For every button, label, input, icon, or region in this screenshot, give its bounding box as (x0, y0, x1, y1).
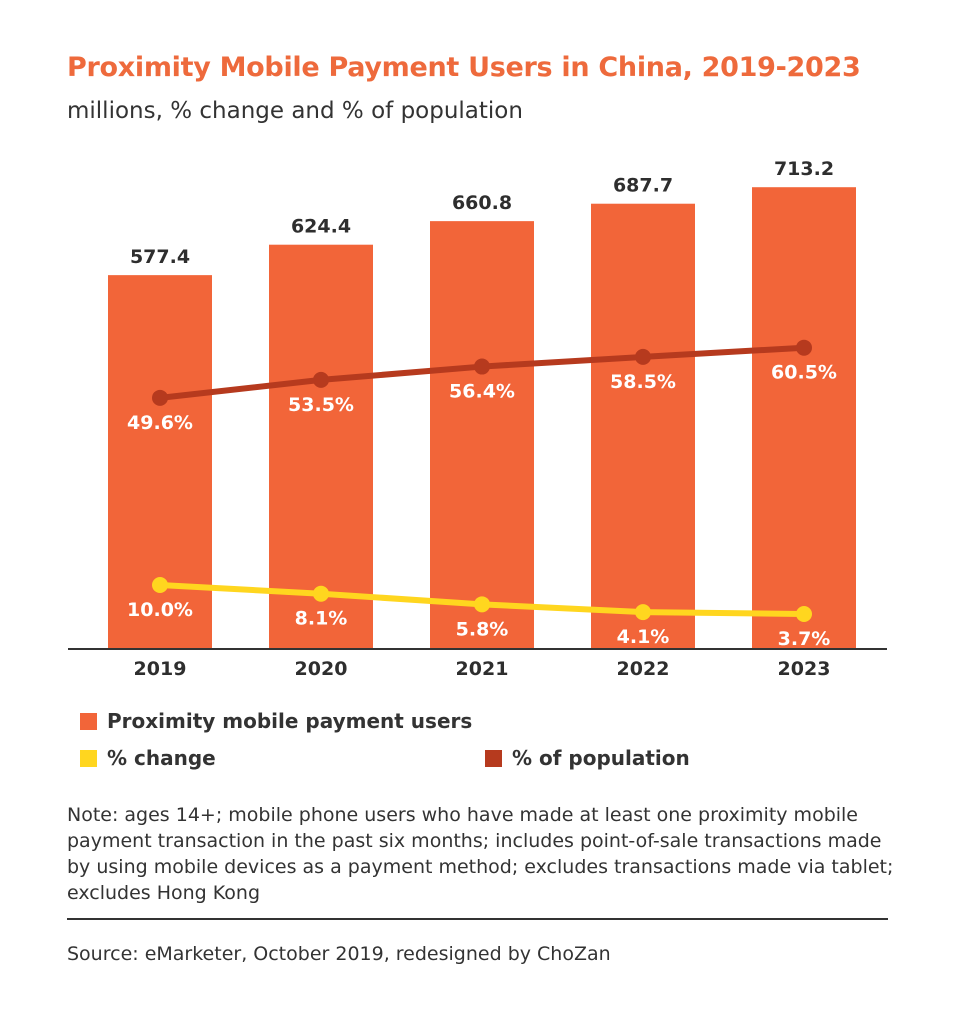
change-label: 10.0% (127, 599, 193, 621)
change-point (796, 605, 812, 622)
legend-swatch-change (80, 749, 97, 767)
population-label: 49.6% (127, 412, 193, 434)
legend-label-population: % of population (512, 746, 690, 770)
population-label: 58.5% (610, 371, 676, 393)
legend-item-population: % of population (485, 746, 690, 770)
chart-source: Source: eMarketer, October 2019, redesig… (67, 943, 611, 965)
bar-2020 (269, 244, 373, 650)
change-label: 4.1% (617, 626, 670, 648)
bar-2021 (430, 221, 534, 649)
x-tick-label: 2023 (778, 658, 831, 680)
change-label: 3.7% (778, 628, 831, 650)
population-point (313, 371, 329, 388)
legend-item-change: % change (80, 746, 216, 770)
change-point (313, 585, 329, 602)
x-tick-label: 2022 (617, 658, 670, 680)
change-point (152, 577, 168, 593)
x-tick-label: 2020 (295, 658, 348, 680)
population-label: 53.5% (288, 394, 354, 416)
population-point (474, 358, 490, 375)
bar-value-label: 687.7 (613, 175, 673, 197)
bar-value-label: 660.8 (452, 192, 512, 214)
legend-swatch-population (485, 749, 502, 767)
change-point (635, 604, 651, 621)
legend-label-change: % change (107, 746, 216, 770)
bar-value-label: 713.2 (774, 158, 834, 180)
divider (67, 918, 888, 920)
change-point (474, 596, 490, 613)
legend-item-users: Proximity mobile payment users (80, 709, 472, 733)
population-point (635, 348, 651, 365)
change-label: 5.8% (456, 618, 509, 640)
x-tick-label: 2019 (134, 658, 187, 680)
x-tick-label: 2021 (456, 658, 509, 680)
chart-note: Note: ages 14+; mobile phone users who h… (67, 804, 894, 904)
chart-title: Proximity Mobile Payment Users in China,… (67, 52, 861, 83)
population-point (152, 389, 168, 406)
bar-2023 (752, 187, 856, 649)
population-label: 60.5% (771, 362, 837, 384)
chart-plot: 577.4 2019 624.4 2020 660.8 2021 687.7 2022 713.… (68, 158, 887, 680)
chart-subtitle: millions, % change and % of population (67, 98, 523, 124)
change-label: 8.1% (295, 608, 348, 630)
legend-label-users: Proximity mobile payment users (107, 709, 473, 733)
bar-value-label: 624.4 (291, 216, 351, 238)
bar-value-label: 577.4 (130, 246, 190, 268)
population-point (796, 339, 812, 356)
legend-swatch-users (80, 712, 97, 730)
bar-2022 (591, 203, 695, 650)
population-label: 56.4% (449, 381, 515, 403)
